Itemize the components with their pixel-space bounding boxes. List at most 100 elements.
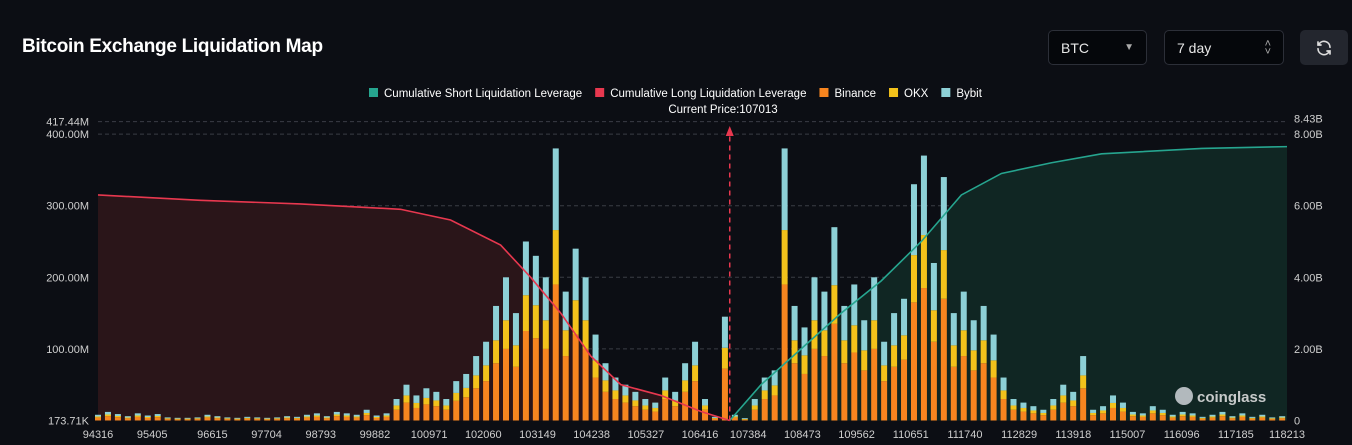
bar-binance[interactable] <box>95 417 101 421</box>
bar-bybit[interactable] <box>761 377 768 391</box>
bar-binance[interactable] <box>373 417 380 421</box>
bar-bybit[interactable] <box>582 277 589 321</box>
bar-bybit[interactable] <box>920 155 927 236</box>
bar-binance[interactable] <box>622 402 629 421</box>
bar-binance[interactable] <box>244 418 251 421</box>
bar-okx[interactable] <box>950 345 957 367</box>
bar-okx[interactable] <box>204 416 211 418</box>
bar-binance[interactable] <box>672 406 679 421</box>
bar-binance[interactable] <box>274 419 281 421</box>
bar-binance[interactable] <box>114 417 121 421</box>
bar-binance[interactable] <box>751 409 758 421</box>
bar-binance[interactable] <box>363 415 370 421</box>
bar-okx[interactable] <box>721 347 728 369</box>
bar-bybit[interactable] <box>433 391 440 401</box>
bar-okx[interactable] <box>174 418 181 420</box>
bar-binance[interactable] <box>990 377 997 421</box>
bar-binance[interactable] <box>184 419 191 421</box>
bar-binance[interactable] <box>104 416 111 421</box>
bar-bybit[interactable] <box>204 414 211 417</box>
bar-okx[interactable] <box>1110 402 1117 408</box>
bar-binance[interactable] <box>1249 418 1256 421</box>
bar-okx[interactable] <box>443 405 450 410</box>
bar-okx[interactable] <box>1080 375 1087 389</box>
bar-bybit[interactable] <box>781 148 788 231</box>
bar-binance[interactable] <box>692 381 699 421</box>
bar-bybit[interactable] <box>851 284 858 326</box>
bar-bybit[interactable] <box>254 417 261 419</box>
bar-okx[interactable] <box>612 390 619 400</box>
bar-okx[interactable] <box>781 230 788 285</box>
bar-okx[interactable] <box>1090 412 1097 416</box>
bar-bybit[interactable] <box>413 395 420 403</box>
bar-bybit[interactable] <box>821 291 828 331</box>
bar-bybit[interactable] <box>960 291 967 331</box>
bar-binance[interactable] <box>612 399 619 421</box>
bar-binance[interactable] <box>562 356 569 421</box>
bar-okx[interactable] <box>483 365 490 382</box>
bar-okx[interactable] <box>1040 412 1047 416</box>
legend-item[interactable]: Cumulative Short Liquidation Leverage <box>384 88 582 100</box>
legend-item[interactable]: Bybit <box>956 88 982 100</box>
bar-binance[interactable] <box>940 298 947 421</box>
bar-binance[interactable] <box>1010 409 1017 421</box>
bar-bybit[interactable] <box>950 313 957 346</box>
bar-binance[interactable] <box>602 391 609 421</box>
bar-binance[interactable] <box>652 411 659 421</box>
bar-binance[interactable] <box>960 356 967 421</box>
bar-okx[interactable] <box>662 390 669 400</box>
bar-binance[interactable] <box>294 418 301 421</box>
bar-binance[interactable] <box>453 400 460 421</box>
bar-okx[interactable] <box>1239 415 1246 417</box>
bar-bybit[interactable] <box>1249 416 1256 418</box>
bar-okx[interactable] <box>622 395 629 403</box>
bar-bybit[interactable] <box>144 415 151 417</box>
bar-binance[interactable] <box>463 397 470 421</box>
bar-binance[interactable] <box>920 288 927 421</box>
bar-bybit[interactable] <box>831 227 838 286</box>
bar-binance[interactable] <box>930 341 937 421</box>
bar-okx[interactable] <box>114 415 121 418</box>
bar-okx[interactable] <box>194 418 201 420</box>
bar-bybit[interactable] <box>423 388 430 398</box>
bar-binance[interactable] <box>1219 416 1226 421</box>
bar-bybit[interactable] <box>1239 413 1246 416</box>
bar-okx[interactable] <box>1179 414 1186 417</box>
bar-bybit[interactable] <box>1050 399 1057 406</box>
bar-binance[interactable] <box>403 402 410 421</box>
bar-bybit[interactable] <box>1199 416 1206 418</box>
bar-bybit[interactable] <box>542 277 549 321</box>
bar-okx[interactable] <box>154 415 161 418</box>
bar-bybit[interactable] <box>1259 414 1266 417</box>
bar-bybit[interactable] <box>672 391 679 401</box>
bar-okx[interactable] <box>711 417 718 419</box>
bar-okx[interactable] <box>1159 412 1166 416</box>
bar-bybit[interactable] <box>1010 399 1017 406</box>
bar-binance[interactable] <box>791 363 798 421</box>
bar-binance[interactable] <box>572 334 579 421</box>
bar-binance[interactable] <box>154 417 161 421</box>
bar-okx[interactable] <box>1219 414 1226 417</box>
bar-binance[interactable] <box>861 370 868 421</box>
bar-binance[interactable] <box>144 417 151 421</box>
bar-binance[interactable] <box>1020 411 1027 421</box>
bar-bybit[interactable] <box>303 414 310 417</box>
bar-okx[interactable] <box>463 387 470 398</box>
bar-binance[interactable] <box>1179 416 1186 421</box>
bar-binance[interactable] <box>483 381 490 421</box>
bar-okx[interactable] <box>861 350 868 371</box>
bar-binance[interactable] <box>1149 413 1156 421</box>
bar-okx[interactable] <box>970 350 977 371</box>
bar-okx[interactable] <box>124 417 131 419</box>
bar-okx[interactable] <box>1269 418 1276 420</box>
bar-binance[interactable] <box>771 395 778 421</box>
bar-bybit[interactable] <box>373 415 380 417</box>
bar-okx[interactable] <box>393 405 400 410</box>
bar-okx[interactable] <box>284 417 291 419</box>
bar-okx[interactable] <box>980 340 987 364</box>
bar-bybit[interactable] <box>483 341 490 366</box>
bar-okx[interactable] <box>1119 407 1126 412</box>
bar-bybit[interactable] <box>1030 406 1037 411</box>
bar-okx[interactable] <box>532 305 539 339</box>
bar-okx[interactable] <box>1050 405 1057 410</box>
